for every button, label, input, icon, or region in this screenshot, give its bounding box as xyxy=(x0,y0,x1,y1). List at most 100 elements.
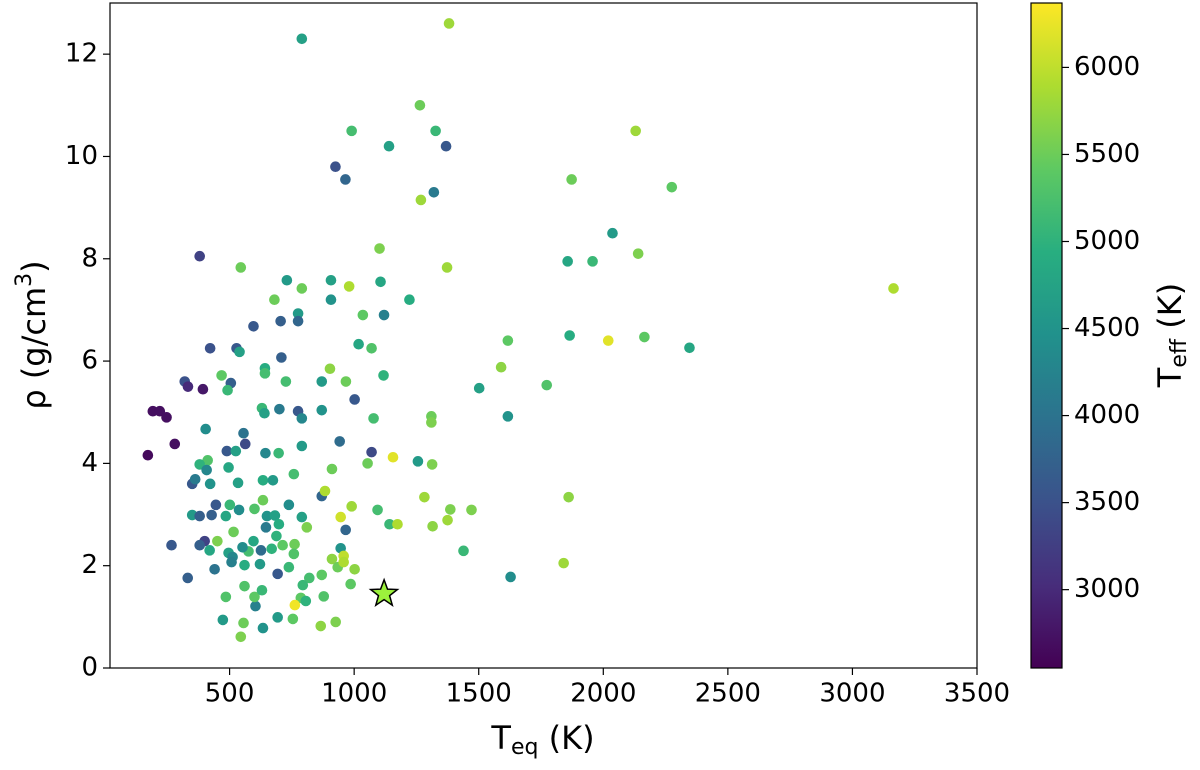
point xyxy=(194,510,205,522)
point xyxy=(316,569,328,581)
point xyxy=(301,522,313,533)
point xyxy=(272,612,283,623)
star-point xyxy=(368,577,400,607)
point xyxy=(473,382,485,394)
point xyxy=(273,518,285,530)
point xyxy=(338,556,349,568)
point xyxy=(281,274,293,286)
point xyxy=(257,474,269,486)
point xyxy=(276,352,287,363)
point xyxy=(366,342,377,354)
point xyxy=(443,18,455,29)
point xyxy=(197,383,209,395)
point xyxy=(259,407,270,419)
colorbar-tick-label: 5500 xyxy=(1074,139,1140,169)
point xyxy=(239,580,250,592)
point xyxy=(235,262,247,273)
point xyxy=(261,510,273,522)
point xyxy=(142,449,154,461)
point xyxy=(392,518,403,530)
point xyxy=(220,591,232,603)
point xyxy=(194,250,205,262)
point xyxy=(415,194,427,206)
point xyxy=(271,530,282,542)
point xyxy=(440,140,452,152)
point xyxy=(427,521,438,532)
point xyxy=(587,256,598,267)
point xyxy=(224,499,236,511)
point xyxy=(189,473,201,485)
point xyxy=(326,553,338,565)
point xyxy=(340,524,351,536)
colorbar-tick-label: 6000 xyxy=(1074,52,1140,82)
point xyxy=(502,411,514,422)
point xyxy=(269,510,281,521)
point xyxy=(232,477,244,489)
point xyxy=(166,539,177,551)
x-tick-label: 2000 xyxy=(570,679,636,709)
colorbar-tick-label: 3000 xyxy=(1074,574,1140,604)
point xyxy=(296,283,308,294)
point xyxy=(161,412,172,423)
point xyxy=(384,518,395,530)
point xyxy=(563,491,574,503)
point xyxy=(368,413,379,424)
point xyxy=(324,363,336,375)
point xyxy=(383,140,395,152)
point xyxy=(201,464,212,476)
point xyxy=(212,535,223,547)
x-tick-label: 3000 xyxy=(819,679,885,709)
point xyxy=(375,276,386,288)
point xyxy=(217,614,229,626)
point xyxy=(269,294,280,305)
point xyxy=(296,511,308,523)
point xyxy=(267,474,279,486)
point xyxy=(349,563,360,575)
point xyxy=(202,455,213,466)
point xyxy=(419,491,430,503)
colorbar-tick-label: 3500 xyxy=(1074,487,1140,517)
y-tick-label: 2 xyxy=(81,550,98,580)
point xyxy=(234,346,245,358)
point xyxy=(283,561,295,573)
point xyxy=(562,256,573,267)
point xyxy=(441,262,453,273)
point xyxy=(288,468,300,480)
point xyxy=(239,559,250,571)
point xyxy=(330,161,341,172)
point xyxy=(275,315,286,327)
point xyxy=(209,563,220,575)
point xyxy=(288,548,300,560)
point xyxy=(204,478,216,490)
point xyxy=(154,405,166,417)
point xyxy=(315,620,327,632)
point xyxy=(260,522,272,533)
point xyxy=(466,504,477,516)
point xyxy=(266,543,277,555)
point xyxy=(194,539,205,551)
point xyxy=(296,440,308,452)
point xyxy=(412,456,424,467)
point xyxy=(353,338,364,350)
point xyxy=(296,33,308,45)
point xyxy=(564,330,575,341)
point xyxy=(357,309,369,321)
point xyxy=(566,174,577,185)
point xyxy=(182,381,194,392)
point xyxy=(387,451,399,463)
y-axis-label: ρ (g/cm3) xyxy=(12,260,53,409)
point xyxy=(210,499,222,511)
point xyxy=(326,463,338,475)
point xyxy=(248,535,259,547)
point xyxy=(502,335,514,346)
point xyxy=(458,545,469,557)
y-tick-label: 8 xyxy=(81,243,98,273)
point xyxy=(226,556,237,568)
colorbar-label: Teff (K) xyxy=(1151,283,1192,388)
point xyxy=(233,504,245,516)
point xyxy=(297,579,309,591)
point xyxy=(684,342,695,354)
y-tick-label: 4 xyxy=(81,448,98,478)
point xyxy=(277,539,288,551)
point xyxy=(374,243,385,254)
